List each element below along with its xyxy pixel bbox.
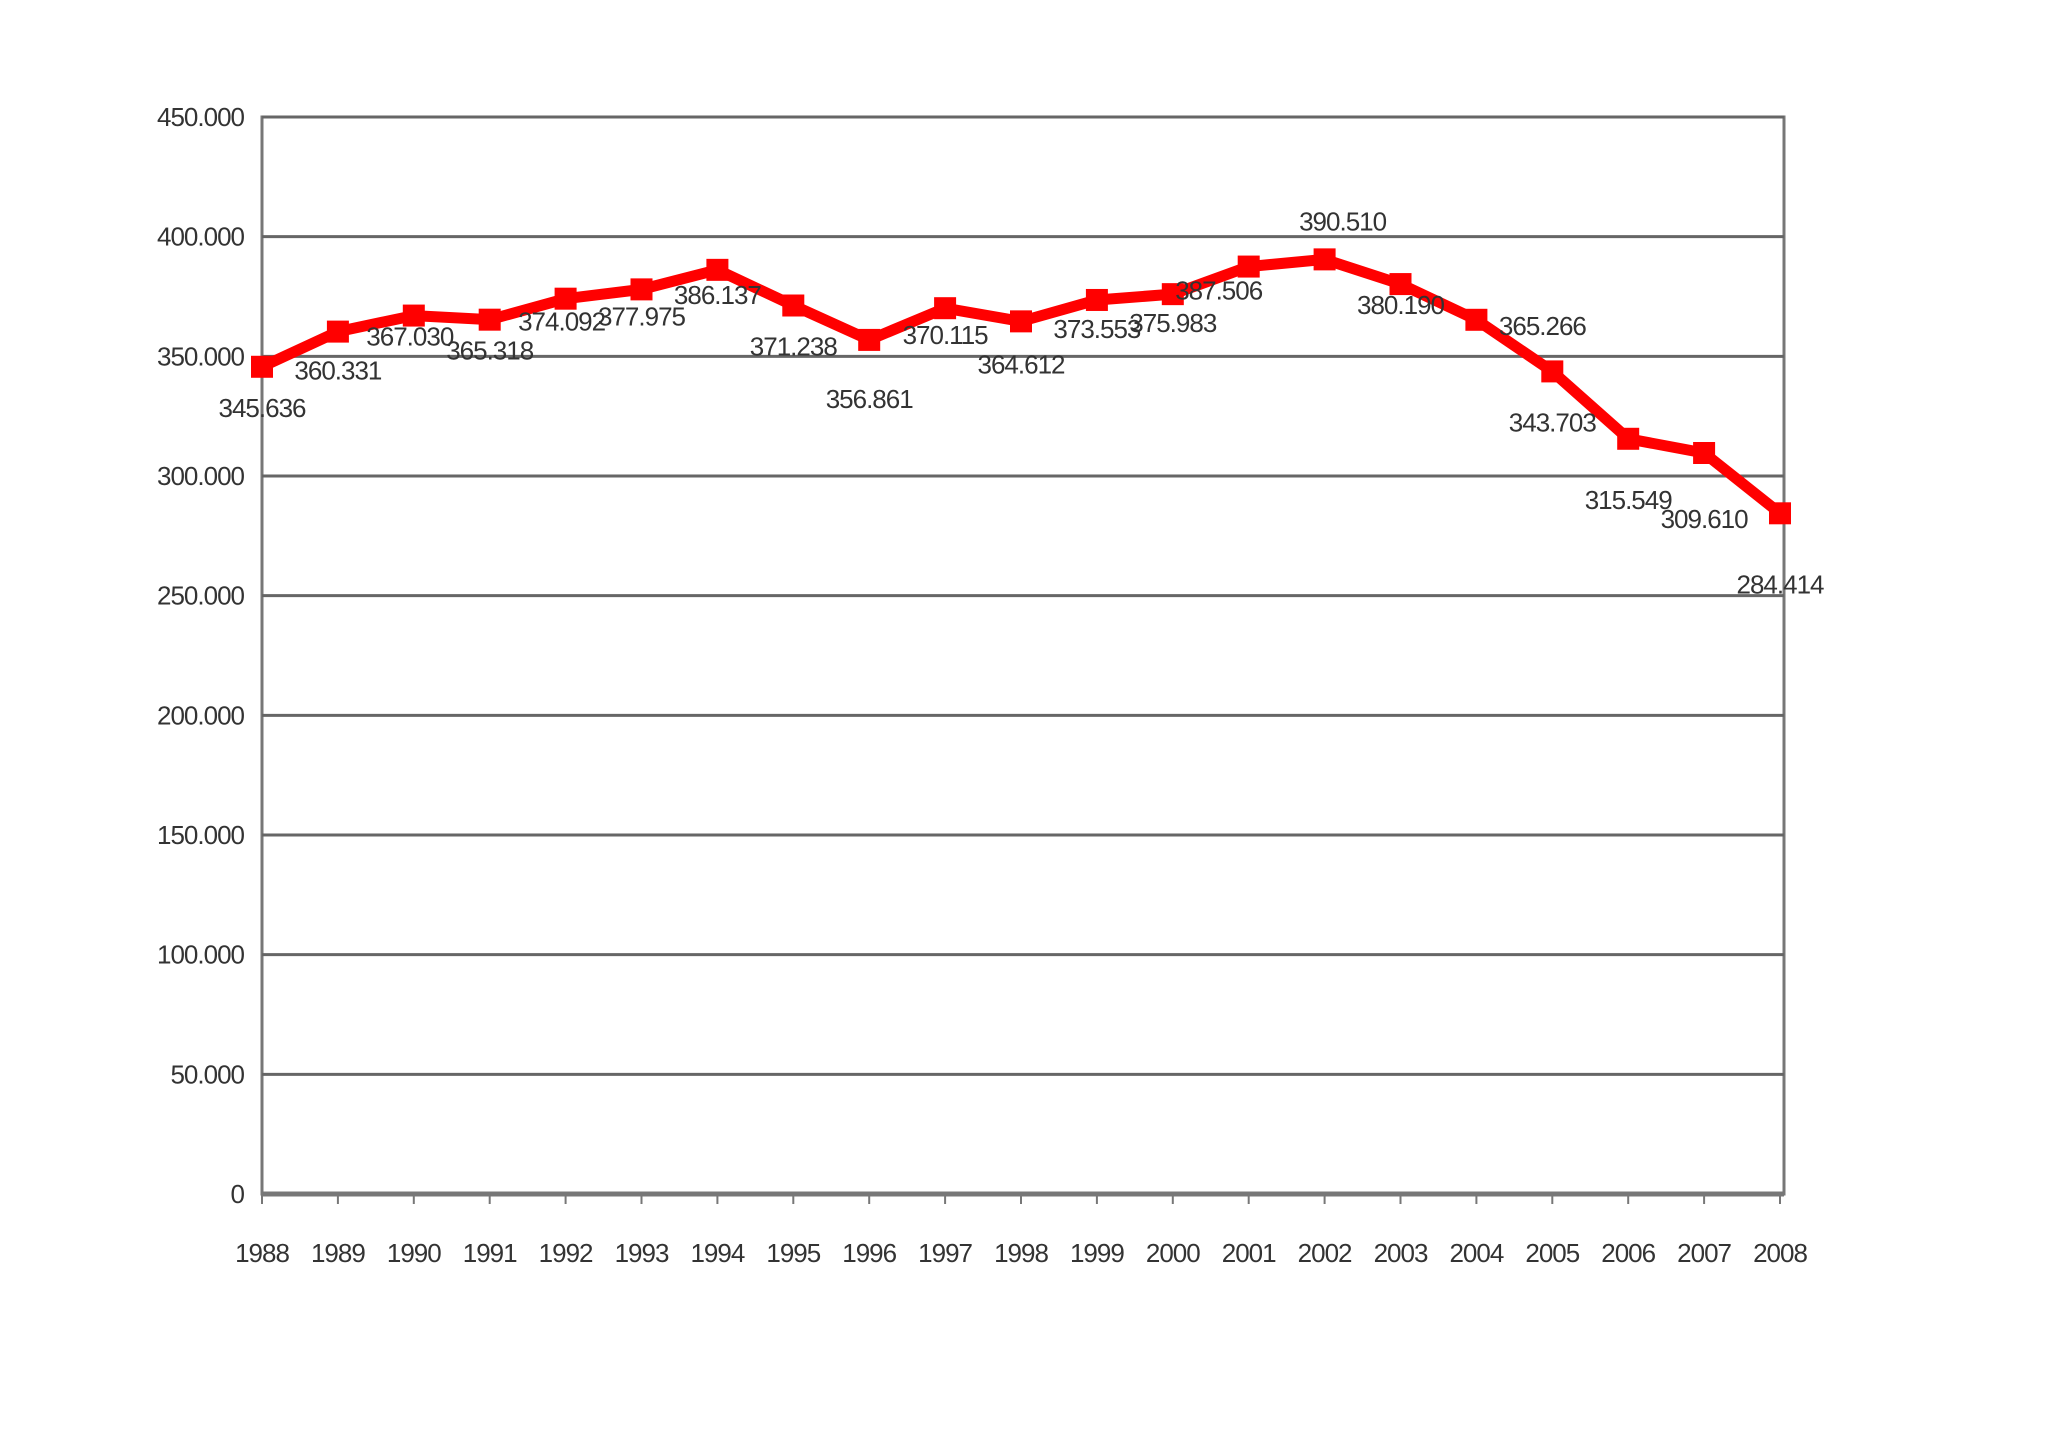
y-tick-label: 0 [231, 1179, 245, 1209]
y-tick-label: 100.000 [157, 940, 245, 970]
data-label: 386.137 [674, 280, 762, 310]
data-point-marker [934, 297, 957, 320]
x-tick-label: 1997 [918, 1238, 972, 1268]
data-label: 377.975 [598, 301, 686, 331]
y-tick-label: 300.000 [157, 461, 245, 491]
data-label: 343.703 [1509, 407, 1597, 437]
x-tick-label: 1991 [463, 1238, 517, 1268]
data-point-marker [1617, 427, 1640, 450]
y-tick-label: 200.000 [157, 700, 245, 730]
x-tick-label: 1996 [842, 1238, 896, 1268]
data-label: 356.861 [826, 384, 914, 414]
x-tick-label: 1998 [994, 1238, 1048, 1268]
data-label: 370.115 [903, 320, 989, 350]
x-tick-label: 2002 [1298, 1238, 1352, 1268]
x-tick-label: 1988 [235, 1238, 289, 1268]
data-label: 367.030 [366, 322, 454, 352]
data-point-marker [1465, 308, 1488, 331]
x-tick-label: 2004 [1449, 1238, 1503, 1268]
data-point-marker [1541, 360, 1564, 383]
data-label: 364.612 [978, 349, 1066, 379]
data-label: 360.331 [294, 356, 382, 386]
data-label: 284.414 [1737, 569, 1825, 599]
data-point-marker [1010, 310, 1032, 333]
data-label: 365.318 [446, 336, 534, 366]
data-label: 345.636 [219, 393, 307, 423]
data-point-marker [1237, 255, 1260, 278]
x-tick-label: 1990 [387, 1238, 441, 1268]
y-tick-label: 150.000 [157, 820, 245, 850]
x-tick-label: 1994 [690, 1238, 744, 1268]
data-point-marker [858, 328, 881, 351]
data-label: 365.266 [1499, 311, 1587, 341]
x-tick-label: 2007 [1677, 1238, 1731, 1268]
y-tick-label: 400.000 [157, 222, 245, 252]
data-point-marker [402, 304, 425, 327]
x-tick-label: 1993 [615, 1238, 669, 1268]
x-axis-tick-labels: 1988 1989 1990 1991 1992 1993 1994 1995 1996 1997… [235, 1238, 1808, 1268]
y-tick-label: 50.000 [170, 1059, 244, 1089]
x-tick-label: 2001 [1222, 1238, 1276, 1268]
data-point-marker [326, 320, 349, 343]
x-tick-label: 2005 [1525, 1238, 1579, 1268]
data-label: 373.553 [1053, 314, 1141, 344]
data-point-marker [782, 294, 805, 317]
data-label: 374.092 [518, 307, 606, 337]
data-label: 375.983 [1129, 308, 1217, 338]
data-point-marker [1085, 288, 1108, 311]
x-tick-label: 2006 [1601, 1238, 1655, 1268]
x-tick-label: 1992 [539, 1238, 593, 1268]
y-tick-label: 250.000 [157, 581, 245, 611]
x-tick-label: 1989 [311, 1238, 365, 1268]
gridlines [262, 115, 1784, 1197]
data-point-marker [706, 258, 729, 281]
data-point-marker [1313, 248, 1336, 271]
data-label: 309.610 [1661, 504, 1749, 534]
data-label: 371.238 [750, 332, 838, 362]
data-point-marker [1161, 283, 1184, 306]
data-point-marker [478, 308, 501, 331]
data-label: 315.549 [1585, 485, 1673, 515]
x-tick-label: 1999 [1070, 1238, 1124, 1268]
y-tick-label: 450.000 [157, 102, 245, 132]
data-labels-layer: 345.636 360.331 367.030365.318374.092377.9… [219, 206, 1826, 599]
data-point-marker [1693, 442, 1716, 465]
data-point-marker [554, 287, 577, 310]
x-tick-label: 2008 [1753, 1238, 1807, 1268]
data-label: 380.190 [1357, 290, 1445, 320]
y-axis-tick-labels: 0 50.000 100.000 150.000 200.000 250.000 300.0… [157, 102, 246, 1209]
x-axis-tick-marks [261, 1194, 1781, 1204]
x-tick-label: 2000 [1146, 1238, 1200, 1268]
data-point-marker [251, 355, 273, 378]
data-label: 387.506 [1175, 276, 1263, 306]
data-point-marker [1769, 502, 1791, 525]
data-point-marker [630, 278, 653, 301]
data-point-marker [1389, 273, 1412, 296]
y-tick-label: 350.000 [157, 341, 245, 371]
x-tick-label: 2003 [1374, 1238, 1428, 1268]
data-label: 390.510 [1299, 206, 1387, 236]
markers-layer [251, 248, 1791, 525]
plot-area [260, 115, 1786, 1196]
x-tick-label: 1995 [766, 1238, 820, 1268]
